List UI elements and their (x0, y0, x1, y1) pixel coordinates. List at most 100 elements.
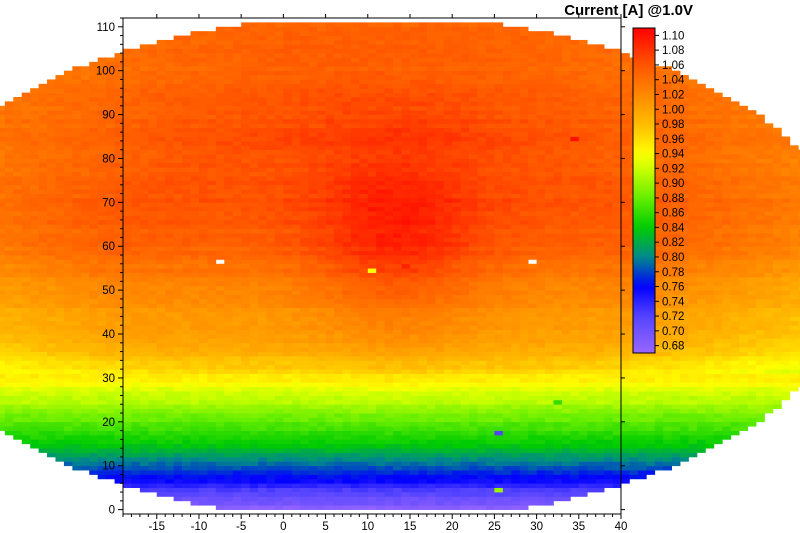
die-cell (342, 443, 352, 449)
die-cell (97, 290, 107, 295)
die-cell (114, 421, 124, 427)
die-cell (553, 338, 563, 344)
die-cell (123, 373, 132, 379)
die-cell (38, 312, 48, 317)
die-cell (190, 483, 200, 489)
die-cell (232, 347, 242, 352)
die-cell (545, 448, 554, 453)
die-cell (224, 456, 234, 462)
die-cell (418, 373, 428, 379)
die-cell (173, 492, 183, 497)
die-cell (89, 439, 99, 445)
die-cell (393, 505, 402, 510)
die-cell (502, 320, 512, 326)
die-cell (629, 434, 639, 440)
die-cell (334, 461, 343, 467)
die-cell (47, 290, 56, 295)
die-cell (561, 351, 571, 357)
die-cell (266, 342, 276, 348)
die-cell (384, 448, 394, 453)
die-cell (198, 290, 208, 295)
die-cell (426, 325, 436, 330)
die-cell (325, 276, 335, 282)
die-cell (258, 417, 267, 423)
die-cell (384, 426, 394, 431)
die-cell (426, 417, 436, 423)
die-cell (561, 399, 571, 405)
die-cell (561, 386, 571, 392)
die-cell (4, 386, 14, 392)
die-cell (435, 496, 445, 502)
die-cell (789, 360, 799, 366)
die-cell (401, 294, 411, 300)
die-cell (21, 320, 31, 326)
die-cell (494, 281, 504, 287)
die-cell (545, 272, 554, 278)
die-cell (342, 373, 352, 379)
die-cell (47, 281, 56, 287)
die-cell (334, 456, 343, 462)
die-cell (680, 285, 689, 291)
die-cell (409, 417, 419, 423)
die-cell (401, 276, 411, 282)
die-cell (696, 303, 706, 309)
die-cell (274, 417, 284, 423)
die-cell (545, 364, 554, 370)
die-cell (359, 382, 369, 388)
die-cell (232, 364, 242, 370)
die-cell (131, 408, 141, 414)
die-cell (55, 329, 65, 335)
die-cell (165, 298, 174, 304)
die-cell (545, 439, 554, 445)
die-cell (494, 426, 504, 431)
die-cell (156, 487, 166, 493)
die-cell (63, 294, 73, 300)
die-cell (772, 325, 782, 330)
die-cell (224, 369, 234, 374)
die-cell (545, 329, 554, 335)
die-cell (646, 386, 656, 392)
die-cell (38, 404, 48, 410)
die-cell (21, 434, 31, 440)
die-cell (274, 443, 284, 449)
die-cell (452, 320, 461, 326)
die-cell (63, 382, 73, 388)
die-cell (165, 281, 174, 287)
die-cell (0, 329, 6, 335)
die-cell (0, 351, 6, 357)
die-cell (13, 338, 23, 344)
die-cell (266, 320, 276, 326)
die-cell (350, 276, 360, 282)
die-cell (258, 456, 267, 462)
die-cell (258, 285, 267, 291)
die-cell (477, 360, 487, 366)
die-cell (376, 395, 386, 401)
die-cell (595, 303, 605, 309)
die-cell (756, 329, 765, 335)
die-cell (106, 338, 115, 344)
die-cell (72, 417, 82, 423)
die-cell (511, 478, 521, 484)
die-cell (637, 474, 647, 480)
die-cell (325, 492, 335, 497)
die-cell (502, 369, 512, 374)
die-cell (283, 404, 293, 410)
die-cell (511, 312, 521, 317)
die-cell (131, 399, 141, 405)
die-cell (528, 382, 537, 388)
die-cell (637, 456, 647, 462)
die-cell (654, 369, 664, 374)
die-cell (359, 272, 369, 278)
die-cell (545, 404, 554, 410)
die-cell (207, 290, 217, 295)
die-cell (123, 298, 132, 304)
die-cell (452, 338, 461, 344)
die-cell (452, 342, 461, 348)
die-cell (215, 487, 225, 493)
die-cell (241, 329, 250, 335)
die-cell (198, 443, 208, 449)
die-cell (274, 421, 284, 427)
die-cell (97, 303, 107, 309)
die-cell (198, 465, 208, 471)
die-cell (224, 395, 234, 401)
